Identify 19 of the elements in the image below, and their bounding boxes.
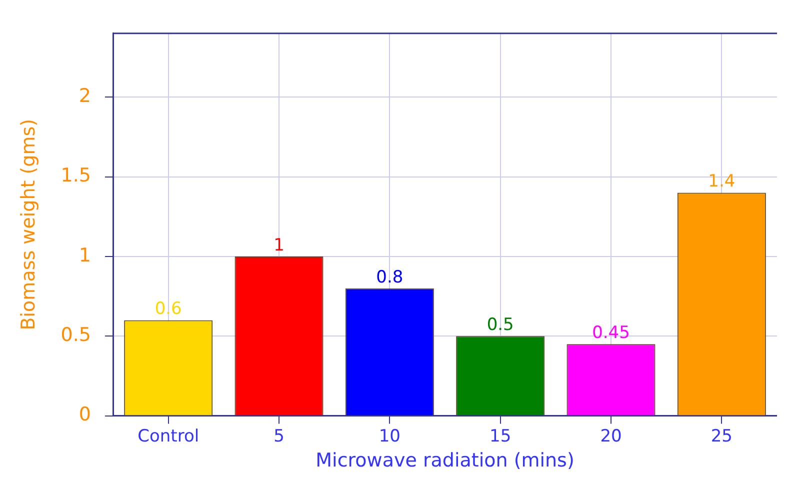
data-label: 0.5 — [486, 315, 514, 336]
x-tick-label: Control — [138, 426, 200, 446]
data-label: 0.8 — [376, 267, 404, 288]
data-label: 1 — [274, 235, 284, 256]
y-tick-label: 1.5 — [60, 164, 92, 187]
y-tick-label: 1 — [78, 244, 92, 266]
x-tick-label: 15 — [490, 426, 512, 446]
x-tick-label: 25 — [710, 426, 732, 446]
data-label: 0.6 — [154, 299, 182, 320]
x-tick-label: 20 — [600, 426, 622, 446]
y-tick-label: 0.5 — [60, 324, 92, 346]
y-tick-label: 0 — [78, 404, 92, 426]
data-label: 0.45 — [592, 323, 630, 344]
y-tick-label: 2 — [78, 85, 92, 108]
data-label: 1.4 — [708, 172, 736, 192]
x-axis-title: Microwave radiation (mins) — [316, 450, 574, 472]
x-tick-label: 5 — [274, 426, 284, 446]
x-tick-label: 10 — [378, 426, 400, 446]
y-axis-title: Biomass weight (gms) — [17, 118, 40, 330]
